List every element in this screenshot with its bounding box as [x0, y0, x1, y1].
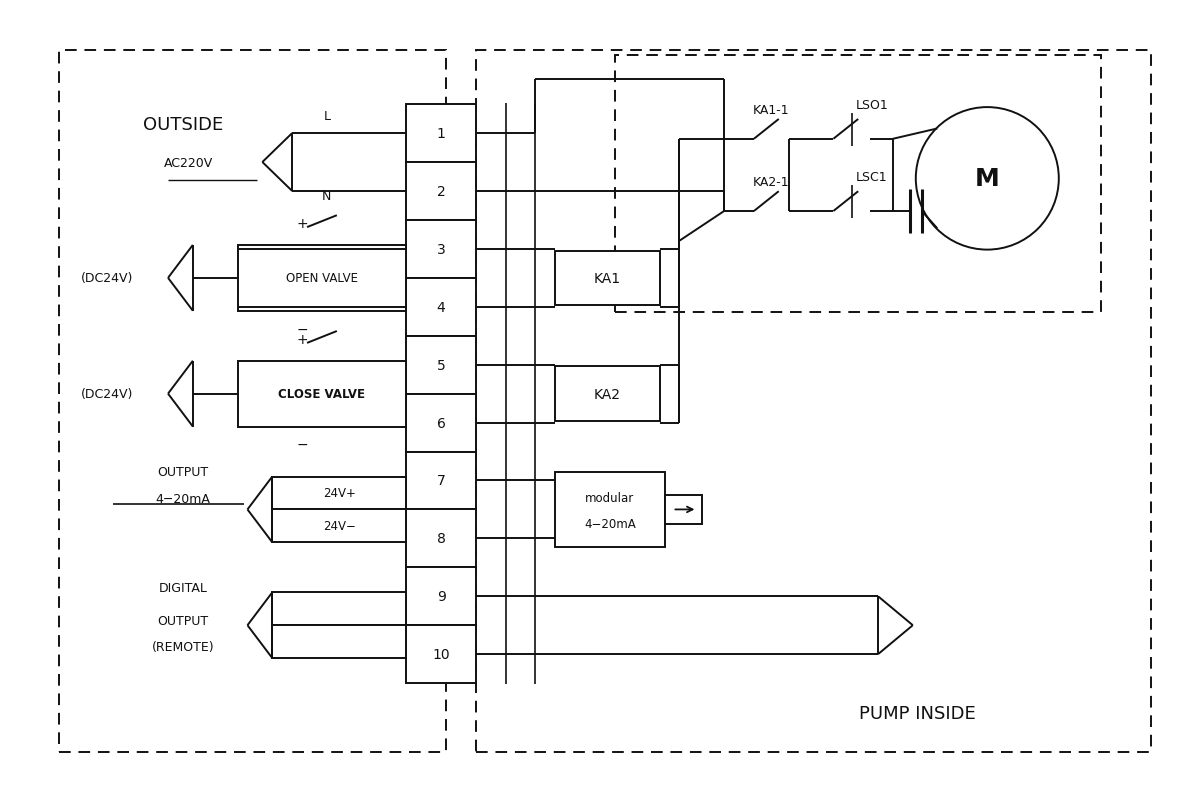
- Text: modular: modular: [586, 491, 635, 504]
- Polygon shape: [238, 361, 407, 427]
- Text: +: +: [296, 333, 308, 346]
- Polygon shape: [407, 568, 476, 625]
- Text: 5: 5: [437, 358, 445, 372]
- Text: 7: 7: [437, 474, 445, 488]
- Polygon shape: [407, 394, 476, 452]
- Text: KA1-1: KA1-1: [752, 104, 790, 117]
- Text: −: −: [296, 322, 308, 336]
- Text: −: −: [296, 438, 308, 452]
- Polygon shape: [272, 477, 407, 510]
- Text: 1: 1: [437, 127, 445, 141]
- Polygon shape: [407, 337, 476, 394]
- Text: OUTPUT: OUTPUT: [157, 466, 209, 478]
- Polygon shape: [407, 625, 476, 684]
- Polygon shape: [556, 472, 665, 547]
- Text: PUMP INSIDE: PUMP INSIDE: [859, 704, 976, 722]
- Text: LSC1: LSC1: [857, 170, 888, 183]
- Text: 4−20mA: 4−20mA: [156, 492, 210, 505]
- Polygon shape: [665, 495, 702, 525]
- Polygon shape: [407, 105, 476, 163]
- Polygon shape: [556, 251, 660, 306]
- Text: (REMOTE): (REMOTE): [151, 641, 215, 654]
- Text: L: L: [324, 109, 330, 122]
- Polygon shape: [272, 625, 407, 659]
- Polygon shape: [556, 367, 660, 422]
- Polygon shape: [272, 593, 407, 625]
- Text: DIGITAL: DIGITAL: [158, 581, 208, 594]
- Text: CLOSE VALVE: CLOSE VALVE: [278, 388, 366, 401]
- Text: 9: 9: [437, 590, 445, 603]
- Text: M: M: [974, 167, 1000, 191]
- Text: OUTSIDE: OUTSIDE: [143, 116, 223, 134]
- Text: N: N: [323, 191, 331, 204]
- Polygon shape: [238, 246, 407, 311]
- Text: 6: 6: [437, 416, 445, 430]
- Polygon shape: [407, 221, 476, 278]
- Text: 4−20mA: 4−20mA: [584, 517, 636, 530]
- Text: KA2-1: KA2-1: [752, 176, 790, 189]
- Text: 24V+: 24V+: [323, 487, 355, 500]
- Text: OPEN VALVE: OPEN VALVE: [286, 272, 358, 285]
- Text: LSO1: LSO1: [857, 98, 889, 111]
- Text: 24V−: 24V−: [323, 520, 355, 533]
- Text: 3: 3: [437, 242, 445, 256]
- Text: OUTPUT: OUTPUT: [157, 614, 209, 627]
- Text: 8: 8: [437, 532, 445, 546]
- Text: +: +: [296, 217, 308, 231]
- Polygon shape: [407, 278, 476, 337]
- Text: KA2: KA2: [594, 387, 620, 401]
- Text: KA1: KA1: [594, 272, 622, 285]
- Text: 4: 4: [437, 300, 445, 315]
- Text: (DC24V): (DC24V): [80, 388, 133, 401]
- Polygon shape: [407, 510, 476, 568]
- Text: 2: 2: [437, 185, 445, 199]
- Text: 10: 10: [432, 647, 450, 661]
- Text: AC220V: AC220V: [163, 157, 212, 169]
- Polygon shape: [272, 510, 407, 543]
- Polygon shape: [407, 452, 476, 510]
- Polygon shape: [407, 163, 476, 221]
- Text: (DC24V): (DC24V): [80, 272, 133, 285]
